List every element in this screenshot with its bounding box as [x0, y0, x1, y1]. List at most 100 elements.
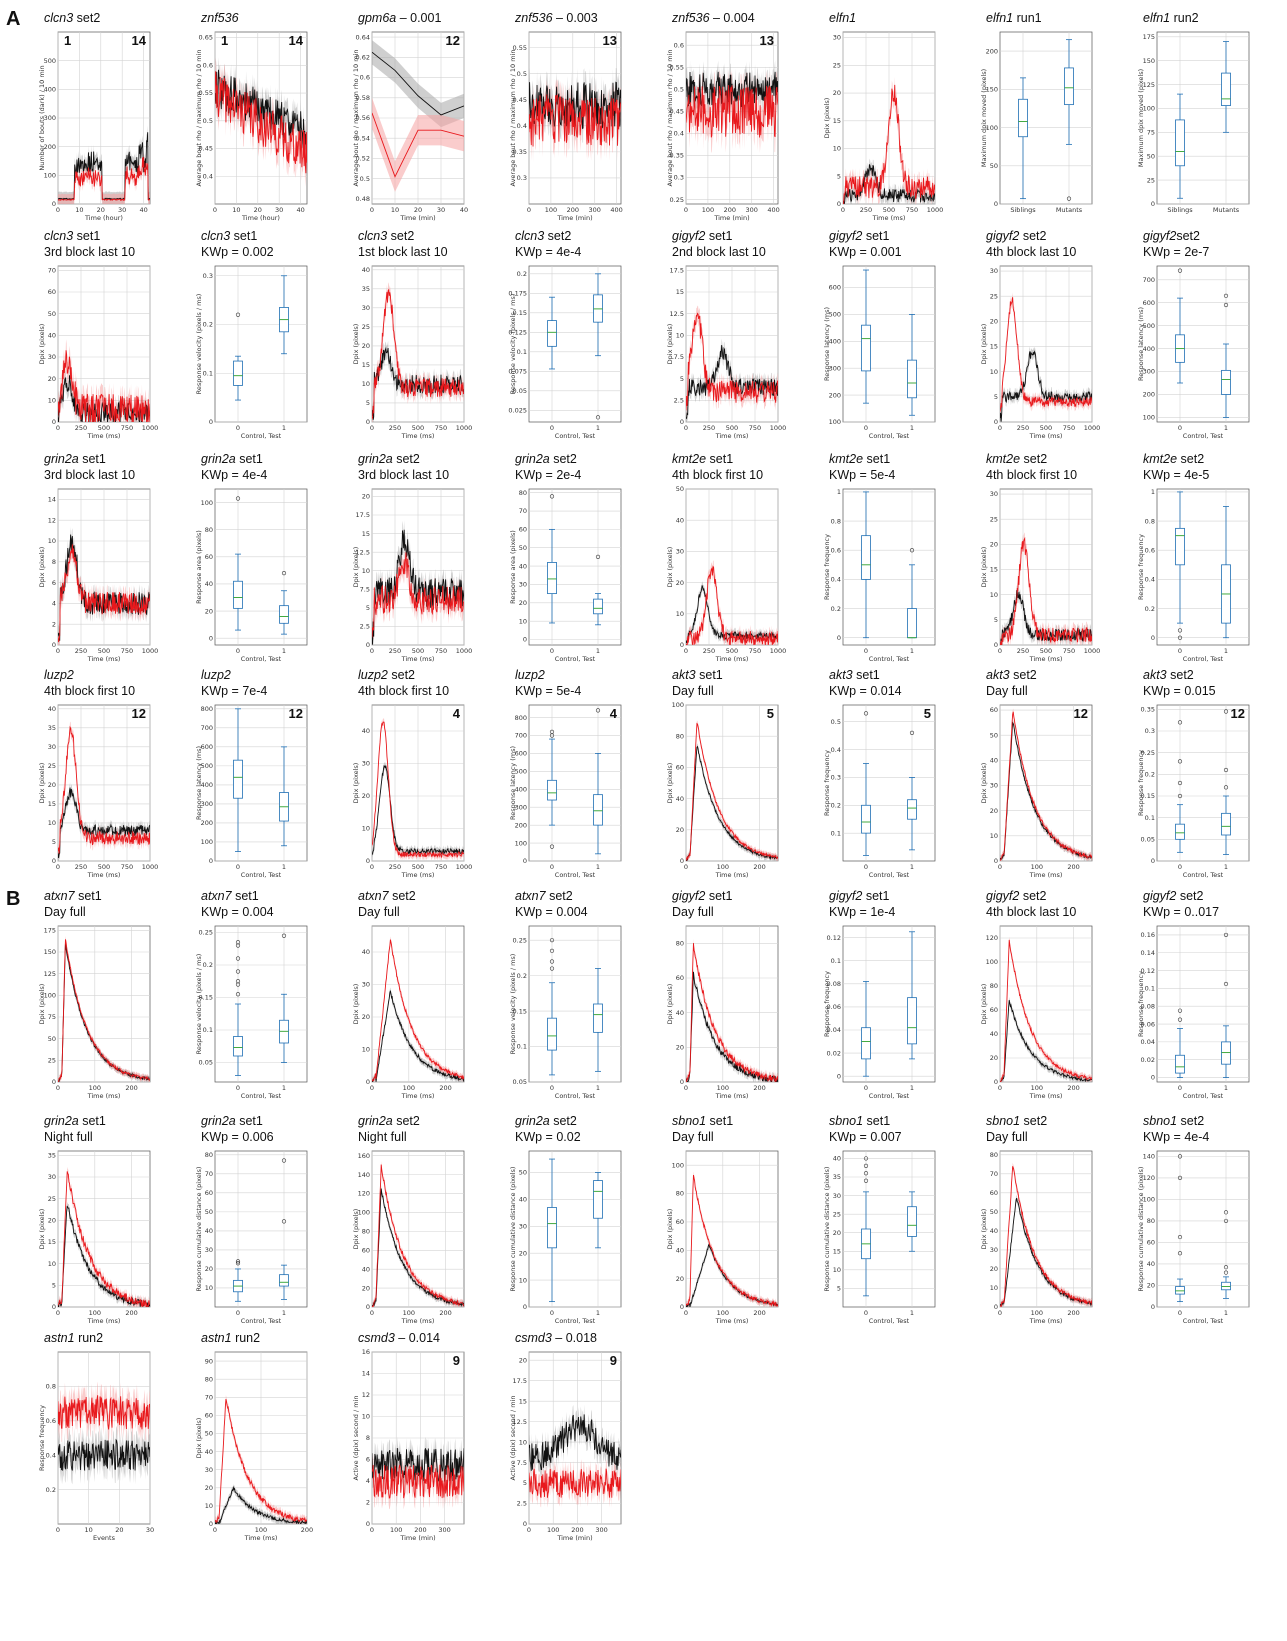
y-tick-label: 0 — [366, 641, 370, 649]
title-line2: Day full — [358, 905, 400, 919]
y-tick-label: 0 — [523, 636, 527, 644]
y-axis-label: Average bout rho / maximum rho / 10 min — [352, 50, 360, 187]
y-tick-label: 0.62 — [356, 53, 370, 61]
title-line2: KWp = 0.02 — [515, 1130, 581, 1144]
box-iqr — [593, 1180, 603, 1219]
box-iqr — [1175, 1054, 1185, 1074]
x-tick-label: 250 — [389, 424, 401, 432]
panel-51: csmd3 – 0.018 0 2.5 5 7.5 10 12.5 15 17.5 20 Activ… — [509, 1330, 666, 1558]
panel-title: atxn7 set2 Day full — [358, 888, 508, 920]
box-iqr — [1175, 119, 1185, 167]
y-tick-label: 20 — [833, 89, 841, 97]
x-axis-label: Time (ms) — [401, 655, 435, 663]
y-tick-label: 50 — [48, 1035, 56, 1043]
y-tick-label: 0.5 — [674, 86, 684, 94]
series-line-mutant — [1000, 939, 1092, 1082]
panel-17: grin2a set1 KWp = 4e-4 0 20 40 60 80 100 Respons… — [195, 451, 352, 679]
y-tick-label: 0 — [1151, 200, 1155, 208]
panel-8: clcn3 set1 3rd block last 10 0 10 20 30 40 50 60… — [38, 228, 195, 456]
y-tick-label: 0.5 — [360, 175, 370, 183]
series-line-mutant — [372, 289, 464, 420]
y-tick-label: 0.2 — [831, 605, 841, 613]
y-tick-label: 25 — [48, 762, 56, 770]
panel-38: gigyf2 set2 4th block last 10 0 20 40 60 80 100… — [980, 888, 1137, 1116]
x-tick-label: 40 — [460, 206, 468, 214]
x-axis-label: Control, Test — [241, 1092, 282, 1100]
y-tick-label: 30 — [362, 981, 370, 989]
title-rest: set2 — [1177, 1114, 1205, 1128]
x-tick-label: 200 — [301, 1526, 313, 1534]
y-axis-label: Dpix (pixels) — [980, 324, 988, 365]
title-rest: set2 — [1177, 452, 1205, 466]
category-label: 0 — [550, 1309, 554, 1317]
y-tick-label: 100 — [672, 701, 684, 709]
panel-title: elfn1 — [829, 10, 979, 26]
panel-26: luzp2 set2 4th block first 10 0 10 20 30 40 Dpi… — [352, 667, 509, 895]
x-tick-label: 20 — [254, 206, 262, 214]
x-tick-label: 1000 — [770, 647, 787, 655]
outlier-point — [1177, 268, 1183, 273]
panel-title: sbno1 set2 Day full — [986, 1113, 1136, 1145]
y-tick-label: 60 — [990, 1006, 998, 1014]
x-tick-label: 300 — [746, 206, 758, 214]
category-label: 0 — [236, 647, 240, 655]
title-rest: – 0.014 — [394, 1331, 441, 1345]
chart-svg: 0 25 50 75 100 125 150 175 Dpix (pixels) 0 100 200 T… — [38, 925, 151, 1100]
category-label: 1 — [1224, 647, 1228, 655]
y-tick-label: 0 — [994, 200, 998, 208]
sample-size-label-2: 14 — [132, 33, 147, 48]
y-tick-label: 0 — [366, 1520, 370, 1528]
y-tick-label: 0.4 — [517, 122, 527, 130]
x-tick-label: 0 — [998, 647, 1002, 655]
y-tick-label: 0.55 — [513, 44, 527, 52]
y-tick-label: 100 — [358, 1209, 370, 1217]
gene-name: gigyf2 — [986, 229, 1020, 243]
sample-size-label: 9 — [610, 1353, 617, 1368]
series-group — [1000, 532, 1092, 645]
y-tick-label: 700 — [515, 732, 527, 740]
title-rest: set1 — [230, 229, 258, 243]
panel-49: astn1 run2 0 10 20 30 40 50 60 70 80 90 Dpix (pixel… — [195, 1330, 352, 1558]
chart-svg: 0 10 20 30 40 50 60 70 80 Response area (pixels) 0… — [509, 488, 622, 663]
y-tick-label: 60 — [1147, 1239, 1155, 1247]
y-tick-label: 0 — [680, 641, 684, 649]
series-line-mutant — [686, 565, 778, 645]
title-line2: KWp = 0.001 — [829, 245, 902, 259]
series-group — [686, 305, 778, 422]
box-iqr — [1064, 67, 1074, 106]
y-axis-label: Maximum dpix moved (pixels) — [1137, 69, 1145, 167]
y-axis-label: Response frequency — [38, 1405, 46, 1471]
y-tick-label: 25 — [990, 515, 998, 523]
y-tick-label: 0 — [994, 857, 998, 865]
panel-33: atxn7 set1 KWp = 0.004 0.05 0.1 0.15 0.2 0.25 R… — [195, 888, 352, 1116]
y-tick-label: 0 — [209, 418, 213, 426]
x-tick-label: 200 — [753, 1309, 765, 1317]
category-label: 0 — [236, 863, 240, 871]
series-line-mutant — [58, 939, 150, 1082]
y-tick-label: 40 — [519, 562, 527, 570]
title-line2: 3rd block last 10 — [44, 468, 136, 482]
y-tick-label: 80 — [1147, 1217, 1155, 1225]
category-label: 1 — [596, 863, 600, 871]
x-axis-label: Control, Test — [555, 432, 596, 440]
title-line2: KWp = 2e-4 — [515, 468, 582, 482]
x-axis-label: Time (ms) — [715, 871, 749, 879]
y-tick-label: 0.05 — [513, 1078, 527, 1086]
series-line-mutant — [372, 939, 464, 1082]
title-rest: set2 — [1020, 452, 1048, 466]
y-tick-label: 0 — [837, 200, 841, 208]
category-label: 0 — [236, 1084, 240, 1092]
panel-0: clcn3 set2 0 100 200 300 400 500 Number of bout… — [38, 10, 195, 238]
series-line-control — [372, 990, 464, 1082]
panel-title: grin2a set2 Night full — [358, 1113, 508, 1145]
y-tick-label: 300 — [515, 803, 527, 811]
series-line-mutant — [215, 71, 307, 174]
x-tick-label: 0 — [684, 1084, 688, 1092]
series-band-mutant — [686, 560, 778, 645]
x-tick-label: 20 — [414, 206, 422, 214]
y-tick-label: 80 — [676, 732, 684, 740]
y-tick-label: 400 — [44, 86, 56, 94]
y-tick-label: 25 — [48, 1195, 56, 1203]
y-tick-label: 300 — [201, 800, 213, 808]
title-rest: set1 — [705, 229, 733, 243]
